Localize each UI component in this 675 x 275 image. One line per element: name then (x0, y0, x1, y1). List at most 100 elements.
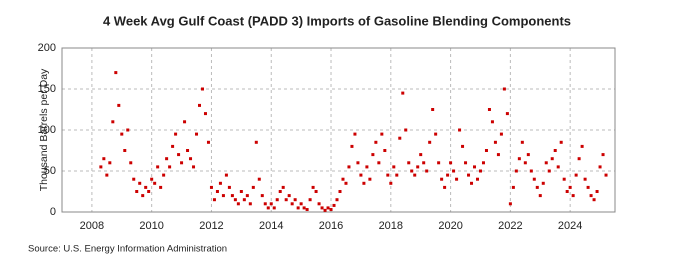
y-tick-label: 0 (50, 206, 56, 218)
point (314, 190, 318, 193)
point (556, 165, 560, 169)
point (440, 177, 444, 181)
point (183, 120, 187, 124)
point (526, 153, 530, 157)
point (407, 161, 411, 165)
point (162, 173, 166, 177)
point (553, 149, 557, 152)
point (287, 194, 291, 198)
point (102, 157, 106, 161)
point (305, 208, 309, 212)
y-tick-label: 50 (44, 165, 56, 177)
point (383, 149, 387, 152)
point (218, 181, 222, 185)
point (475, 177, 479, 181)
point (520, 140, 524, 144)
point (580, 144, 584, 148)
point (174, 132, 178, 136)
point (215, 190, 219, 193)
point (329, 208, 333, 212)
source-note: Source: U.S. Energy Information Administ… (28, 244, 227, 255)
point (129, 161, 133, 165)
point (120, 132, 124, 136)
point (311, 185, 315, 189)
point (317, 202, 321, 206)
point (496, 153, 500, 157)
point (362, 181, 366, 185)
point (326, 206, 330, 210)
point (544, 161, 548, 165)
point (499, 132, 503, 136)
point (449, 161, 453, 165)
point (290, 202, 294, 206)
point (365, 165, 369, 169)
point (356, 161, 360, 165)
point (192, 165, 196, 169)
point (413, 173, 417, 177)
point (604, 173, 608, 177)
point (571, 194, 575, 198)
point (320, 206, 324, 210)
point (395, 173, 399, 177)
y-tick-label: 100 (38, 124, 56, 136)
point (523, 161, 527, 165)
point (105, 173, 109, 177)
point (595, 190, 599, 193)
point (598, 165, 602, 169)
point (254, 140, 258, 144)
point (541, 181, 545, 185)
point (583, 177, 587, 181)
point (299, 202, 303, 206)
point (377, 161, 381, 165)
point (338, 190, 342, 193)
point (574, 173, 578, 177)
x-tick-label: 2022 (498, 220, 522, 232)
point (99, 165, 103, 169)
point (416, 165, 420, 169)
point (452, 169, 456, 173)
y-tick-label: 150 (38, 83, 56, 95)
point (401, 91, 405, 95)
point (156, 165, 160, 169)
point (296, 206, 300, 210)
point (165, 157, 169, 161)
point (481, 161, 485, 165)
point (195, 132, 199, 136)
point (514, 169, 518, 173)
point (577, 157, 581, 161)
x-tick-label: 2010 (139, 220, 163, 232)
x-tick-label: 2016 (319, 220, 343, 232)
point (132, 177, 136, 181)
point (404, 128, 408, 132)
point (589, 194, 593, 198)
point (490, 120, 494, 124)
point (461, 144, 465, 148)
point (386, 173, 390, 177)
point (233, 198, 237, 202)
point (565, 190, 569, 193)
x-tick-label: 2012 (199, 220, 223, 232)
point (455, 177, 459, 181)
point (562, 177, 566, 181)
point (389, 181, 393, 185)
point (517, 157, 521, 161)
point (159, 185, 163, 189)
point (278, 190, 282, 193)
point (529, 169, 533, 173)
point (236, 202, 240, 206)
point (419, 153, 423, 157)
point (568, 185, 572, 189)
point (272, 206, 276, 210)
point (446, 173, 450, 177)
point (508, 202, 512, 206)
point (150, 177, 154, 181)
point (559, 140, 563, 144)
point (293, 198, 297, 202)
point (180, 161, 184, 165)
point (126, 128, 130, 132)
point (473, 165, 477, 169)
point (257, 177, 261, 181)
point (269, 202, 273, 206)
point (171, 144, 175, 148)
point (308, 198, 312, 202)
